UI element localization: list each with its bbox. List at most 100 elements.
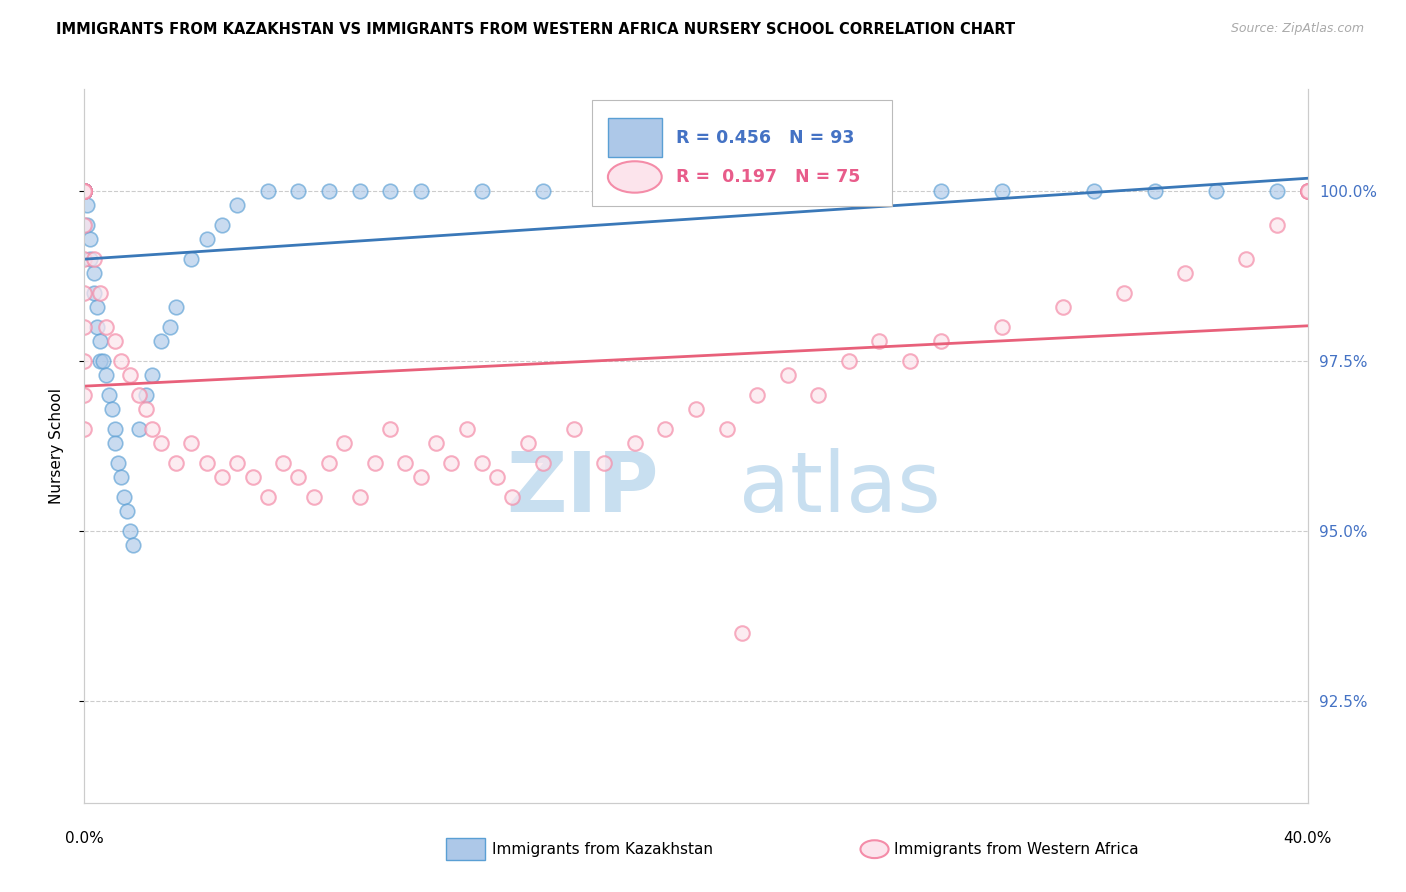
Point [776, 368, 799, 382]
Point [73, 184, 96, 198]
Point [180, 435, 202, 450]
Point [1296, 184, 1319, 198]
Point [73, 354, 96, 368]
Point [120, 524, 142, 538]
Point [869, 334, 891, 348]
Point [1265, 184, 1288, 198]
Point [73, 184, 96, 198]
Point [83, 286, 105, 301]
Point [73, 184, 96, 198]
Point [486, 469, 509, 483]
Point [79, 252, 101, 266]
Point [73, 184, 96, 198]
Point [409, 469, 432, 483]
Point [73, 184, 96, 198]
Point [1265, 218, 1288, 232]
Point [73, 184, 96, 198]
Point [195, 232, 218, 246]
Point [141, 368, 163, 382]
Circle shape [607, 161, 662, 193]
Text: IMMIGRANTS FROM KAZAKHSTAN VS IMMIGRANTS FROM WESTERN AFRICA NURSERY SCHOOL CORR: IMMIGRANTS FROM KAZAKHSTAN VS IMMIGRANTS… [56, 22, 1015, 37]
Bar [607, 118, 662, 157]
Point [349, 184, 371, 198]
Point [94, 320, 117, 334]
Point [929, 334, 952, 348]
Point [73, 184, 96, 198]
Point [101, 401, 124, 416]
Point [73, 184, 96, 198]
Point [991, 184, 1014, 198]
Point [89, 334, 111, 348]
Point [716, 422, 738, 436]
Point [211, 218, 233, 232]
Point [73, 184, 96, 198]
Point [747, 388, 769, 402]
Point [1143, 184, 1166, 198]
Point [425, 435, 447, 450]
Text: ZIP: ZIP [506, 449, 659, 529]
Point [1174, 266, 1197, 280]
Point [112, 490, 135, 504]
Point [149, 435, 172, 450]
Point [149, 334, 172, 348]
Point [73, 184, 96, 198]
Point [94, 368, 117, 382]
Point [73, 184, 96, 198]
Text: Immigrants from Kazakhstan: Immigrants from Kazakhstan [492, 842, 713, 856]
Point [685, 184, 707, 198]
Point [1296, 184, 1319, 198]
Text: Source: ZipAtlas.com: Source: ZipAtlas.com [1230, 22, 1364, 36]
Point [1083, 184, 1105, 198]
Point [91, 354, 114, 368]
Point [104, 334, 127, 348]
Point [73, 184, 96, 198]
Point [73, 184, 96, 198]
Point [73, 184, 96, 198]
Text: 0.0%: 0.0% [65, 831, 104, 847]
Point [1205, 184, 1227, 198]
Point [73, 286, 96, 301]
Point [73, 184, 96, 198]
Point [226, 456, 249, 470]
Point [226, 198, 249, 212]
Point [128, 388, 150, 402]
Point [624, 435, 647, 450]
Point [73, 184, 96, 198]
Point [107, 456, 129, 470]
Point [471, 456, 494, 470]
Point [73, 320, 96, 334]
Point [242, 469, 264, 483]
Point [89, 354, 111, 368]
Text: R =  0.197   N = 75: R = 0.197 N = 75 [676, 168, 860, 186]
Point [73, 184, 96, 198]
Point [73, 184, 96, 198]
Point [97, 388, 120, 402]
Point [180, 252, 202, 266]
Point [73, 184, 96, 198]
Point [73, 184, 96, 198]
Point [257, 184, 280, 198]
Point [73, 184, 96, 198]
Point [1114, 286, 1136, 301]
Point [271, 456, 294, 470]
Point [73, 184, 96, 198]
Point [1296, 184, 1319, 198]
Text: atlas: atlas [738, 449, 941, 529]
Point [141, 422, 163, 436]
Point [73, 422, 96, 436]
Text: Immigrants from Western Africa: Immigrants from Western Africa [894, 842, 1139, 856]
Point [898, 354, 921, 368]
Point [104, 435, 127, 450]
Point [76, 218, 98, 232]
Point [654, 422, 676, 436]
Point [807, 388, 830, 402]
Point [211, 469, 233, 483]
Point [159, 320, 181, 334]
Point [73, 184, 96, 198]
Point [73, 184, 96, 198]
Point [122, 537, 145, 551]
Point [456, 422, 478, 436]
Point [83, 266, 105, 280]
Point [86, 320, 108, 334]
Point [73, 184, 96, 198]
